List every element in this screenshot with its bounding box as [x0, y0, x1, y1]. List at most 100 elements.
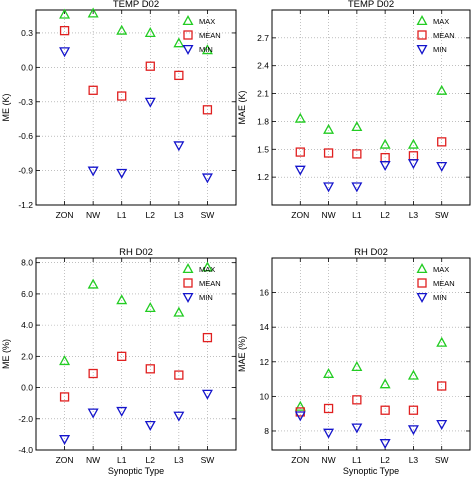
marker-mean-sw — [202, 332, 213, 343]
marker-min-sw — [436, 161, 448, 172]
marker-max-l3 — [173, 306, 185, 317]
marker-mean-sw — [437, 381, 447, 391]
legend-label-mean: MEAN — [199, 31, 221, 40]
legend-label-mean: MEAN — [199, 279, 221, 288]
x-tick-label: L2 — [380, 210, 390, 220]
y-tick-label: 14 — [260, 322, 270, 332]
marker-mean-l1 — [117, 351, 127, 361]
legend-label-min: MIN — [433, 45, 447, 54]
y-tick-label: 1.5 — [257, 144, 269, 154]
y-tick-label: 0.0 — [21, 383, 33, 393]
y-tick-label: 2.1 — [257, 89, 269, 99]
marker-mean-nw — [88, 85, 98, 95]
marker-mean-l3 — [408, 151, 419, 161]
marker-max-l3 — [173, 37, 185, 48]
x-tick-label: NW — [86, 210, 100, 220]
marker-max-l2 — [144, 26, 156, 37]
y-tick-label: 1.2 — [257, 172, 269, 182]
marker-min-l1 — [116, 168, 128, 179]
x-tick-label: NW — [321, 210, 335, 220]
chart-title: RH D02 — [354, 247, 388, 258]
marker-min-l3 — [173, 411, 185, 422]
panel-rh-me: RH D02 -4.0 -2.0 0.0 2.0 4.0 6.0 8.0 ZON NW L1 L2 L3… — [1, 247, 237, 476]
legend-marker-max — [416, 15, 428, 26]
legend-marker-mean — [417, 30, 427, 40]
marker-max-l3 — [407, 369, 419, 380]
x-tick-label: L2 — [146, 455, 156, 465]
marker-mean-l3 — [174, 70, 184, 81]
marker-min-sw — [201, 389, 213, 400]
x-tick-label: L2 — [146, 210, 156, 220]
y-tick-label: 6.0 — [21, 289, 33, 299]
x-tick-label: L1 — [117, 210, 127, 220]
y-axis-label: ME (K) — [1, 93, 11, 121]
marker-max-zon — [59, 8, 71, 19]
legend-label-min: MIN — [199, 45, 213, 54]
marker-max-zon — [59, 355, 71, 366]
y-tick-label: 1.8 — [257, 116, 269, 126]
marker-max-l2 — [379, 378, 391, 389]
marker-min-sw — [201, 173, 213, 184]
x-tick-label: L3 — [174, 210, 184, 220]
marker-mean-nw — [323, 403, 334, 414]
marker-min-sw — [436, 420, 448, 431]
x-tick-label: SW — [435, 455, 449, 465]
marker-mean-l2 — [145, 364, 155, 374]
plot-frame — [35, 257, 237, 451]
x-tick-label: SW — [201, 455, 215, 465]
marker-mean-sw — [202, 105, 213, 115]
marker-mean-zon — [295, 147, 305, 157]
marker-max-sw — [201, 261, 213, 272]
marker-min-l1 — [116, 406, 128, 417]
marker-max-sw — [201, 44, 213, 55]
marker-min-zon — [59, 47, 71, 58]
legend-label-mean: MEAN — [433, 31, 455, 40]
y-axis-label: MAE (K) — [237, 90, 247, 124]
legend-marker-max — [182, 15, 194, 26]
marker-min-l2 — [144, 420, 156, 431]
marker-mean-l1 — [352, 149, 362, 159]
marker-mean-l3 — [174, 370, 184, 380]
marker-max-l1 — [351, 361, 363, 372]
x-axis-label: Synoptic Type — [108, 466, 164, 476]
marker-mean-l1 — [117, 91, 127, 101]
panel-rh-mae: RH D02 8 10 12 14 16 ZON NW L1 L2 L3 SW MAE (%) Synop… — [237, 247, 471, 476]
plot-frame — [271, 257, 471, 451]
marker-max-zon — [294, 112, 306, 123]
y-tick-label: -2.0 — [18, 414, 33, 424]
marker-min-nw — [87, 408, 99, 419]
marker-max-l2 — [379, 138, 391, 149]
marker-max-l3 — [407, 138, 419, 149]
y-tick-label: 16 — [260, 288, 270, 298]
legend-marker-mean — [417, 278, 427, 288]
y-tick-label: 12 — [260, 357, 270, 367]
x-tick-label: L3 — [174, 455, 184, 465]
marker-max-nw — [87, 7, 99, 18]
marker-min-l3 — [173, 141, 185, 152]
marker-mean-nw — [323, 148, 334, 158]
x-tick-label: L3 — [409, 455, 419, 465]
marker-min-zon — [294, 165, 306, 176]
marker-mean-l2 — [145, 61, 155, 71]
x-tick-label: SW — [435, 210, 449, 220]
x-tick-label: L1 — [117, 455, 127, 465]
legend-marker-mean — [183, 278, 193, 288]
legend-label-min: MIN — [199, 293, 213, 302]
x-axis-label: Synoptic Type — [343, 466, 399, 476]
x-tick-label: ZON — [56, 455, 74, 465]
marker-max-l1 — [116, 294, 128, 305]
y-axis-label: ME (%) — [1, 339, 11, 369]
plot-frame — [35, 9, 237, 206]
marker-mean-l1 — [352, 395, 362, 405]
x-tick-label: L1 — [352, 455, 362, 465]
marker-min-nw — [323, 428, 335, 439]
marker-min-l1 — [351, 182, 363, 193]
marker-min-nw — [87, 166, 99, 177]
y-tick-label: 2.0 — [21, 351, 33, 361]
panel-temp-mae: TEMP D02 1.2 1.5 1.8 2.1 2.4 2.7 ZON NW L1 L2 L3 SW M… — [237, 0, 471, 220]
chart-title: RH D02 — [119, 247, 153, 258]
marker-min-zon — [59, 435, 71, 446]
marker-min-l2 — [379, 161, 391, 172]
legend-label-max: MAX — [199, 265, 215, 274]
